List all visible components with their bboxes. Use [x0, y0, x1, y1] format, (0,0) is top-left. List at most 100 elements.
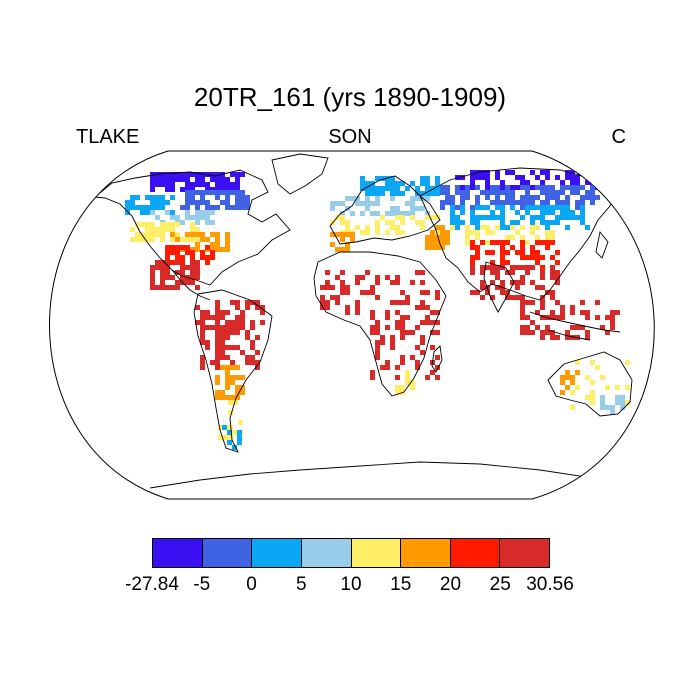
grid-cell [395, 186, 400, 191]
grid-cell [585, 170, 590, 175]
grid-cell [355, 300, 360, 305]
grid-cell [405, 186, 410, 191]
grid-cell [545, 330, 550, 335]
grid-cell [515, 265, 520, 270]
grid-cell [610, 410, 615, 415]
grid-cell [170, 245, 175, 250]
grid-cell [215, 325, 220, 330]
grid-cell [545, 175, 550, 180]
grid-cell [530, 265, 535, 270]
grid-cell [190, 227, 195, 232]
grid-cell [470, 290, 475, 295]
grid-cell [420, 181, 425, 186]
grid-cell [610, 315, 615, 320]
grid-cell [330, 206, 335, 211]
grid-cell [560, 190, 565, 195]
grid-cell [490, 295, 495, 300]
grid-cell [130, 200, 135, 205]
grid-cell [385, 325, 390, 330]
grid-cell [200, 210, 205, 215]
grid-cell [470, 210, 475, 215]
grid-cell [125, 200, 130, 205]
grid-cell [255, 360, 260, 365]
grid-cell [400, 385, 405, 390]
grid-cell [575, 200, 580, 205]
grid-cell [605, 330, 610, 335]
grid-cell [395, 310, 400, 315]
grid-cell [415, 365, 420, 370]
grid-cell [540, 190, 545, 195]
grid-cell [385, 176, 390, 181]
grid-cell [370, 330, 375, 335]
colorbar-label: -27.84 [125, 574, 179, 595]
grid-cell [140, 205, 145, 210]
grid-cell [450, 215, 455, 220]
grid-cell [340, 232, 345, 237]
grid-cell [435, 310, 440, 315]
grid-cell [505, 235, 510, 240]
grid-cell [480, 240, 485, 245]
grid-cell [220, 310, 225, 315]
grid-cell [235, 190, 240, 195]
grid-cell [545, 225, 550, 230]
grid-cell [525, 200, 530, 205]
grid-cell [445, 235, 450, 240]
grid-cell [465, 185, 470, 190]
grid-cell [160, 222, 165, 227]
grid-cell [440, 235, 445, 240]
grid-cell [540, 335, 545, 340]
grid-cell [500, 240, 505, 245]
grid-cell [475, 230, 480, 235]
grid-cell [200, 325, 205, 330]
grid-cell [575, 370, 580, 375]
grid-cell [385, 365, 390, 370]
grid-cell [435, 330, 440, 335]
grid-cell [165, 265, 170, 270]
grid-cell [500, 190, 505, 195]
grid-cell [200, 232, 205, 237]
units-label: C [611, 126, 626, 148]
grid-cell [425, 245, 430, 250]
grid-cell [435, 290, 440, 295]
grid-cell [370, 375, 375, 380]
grid-cell [230, 187, 235, 192]
grid-cell [430, 245, 435, 250]
grid-cell [565, 170, 570, 175]
grid-cell [235, 182, 240, 187]
grid-cell [400, 300, 405, 305]
grid-cell [435, 355, 440, 360]
grid-cell [195, 210, 200, 215]
grid-cell [170, 195, 175, 200]
grid-cell [550, 330, 555, 335]
grid-cell [400, 230, 405, 235]
grid-cell [515, 185, 520, 190]
grid-cell [505, 240, 510, 245]
grid-cell [235, 300, 240, 305]
grid-cell [170, 187, 175, 192]
grid-cell [170, 250, 175, 255]
grid-cell [610, 310, 615, 315]
grid-cell [545, 190, 550, 195]
grid-cell [485, 190, 490, 195]
grid-cell [395, 181, 400, 186]
season-label: SON [328, 126, 372, 148]
grid-cell [370, 201, 375, 206]
grid-cell [475, 185, 480, 190]
grid-cell [545, 235, 550, 240]
grid-cell [160, 265, 165, 270]
grid-cell [505, 190, 510, 195]
grid-cell [185, 215, 190, 220]
grid-cell [330, 295, 335, 300]
grid-cell [235, 172, 240, 177]
grid-cell [475, 220, 480, 225]
grid-cell [205, 260, 210, 265]
colorbar-box [500, 539, 549, 567]
grid-cell [340, 211, 345, 216]
grid-cell [510, 190, 515, 195]
grid-cell [425, 315, 430, 320]
grid-cell [490, 200, 495, 205]
grid-cell [215, 375, 220, 380]
grid-cell [565, 205, 570, 210]
grid-cell [540, 215, 545, 220]
grid-cell [465, 230, 470, 235]
